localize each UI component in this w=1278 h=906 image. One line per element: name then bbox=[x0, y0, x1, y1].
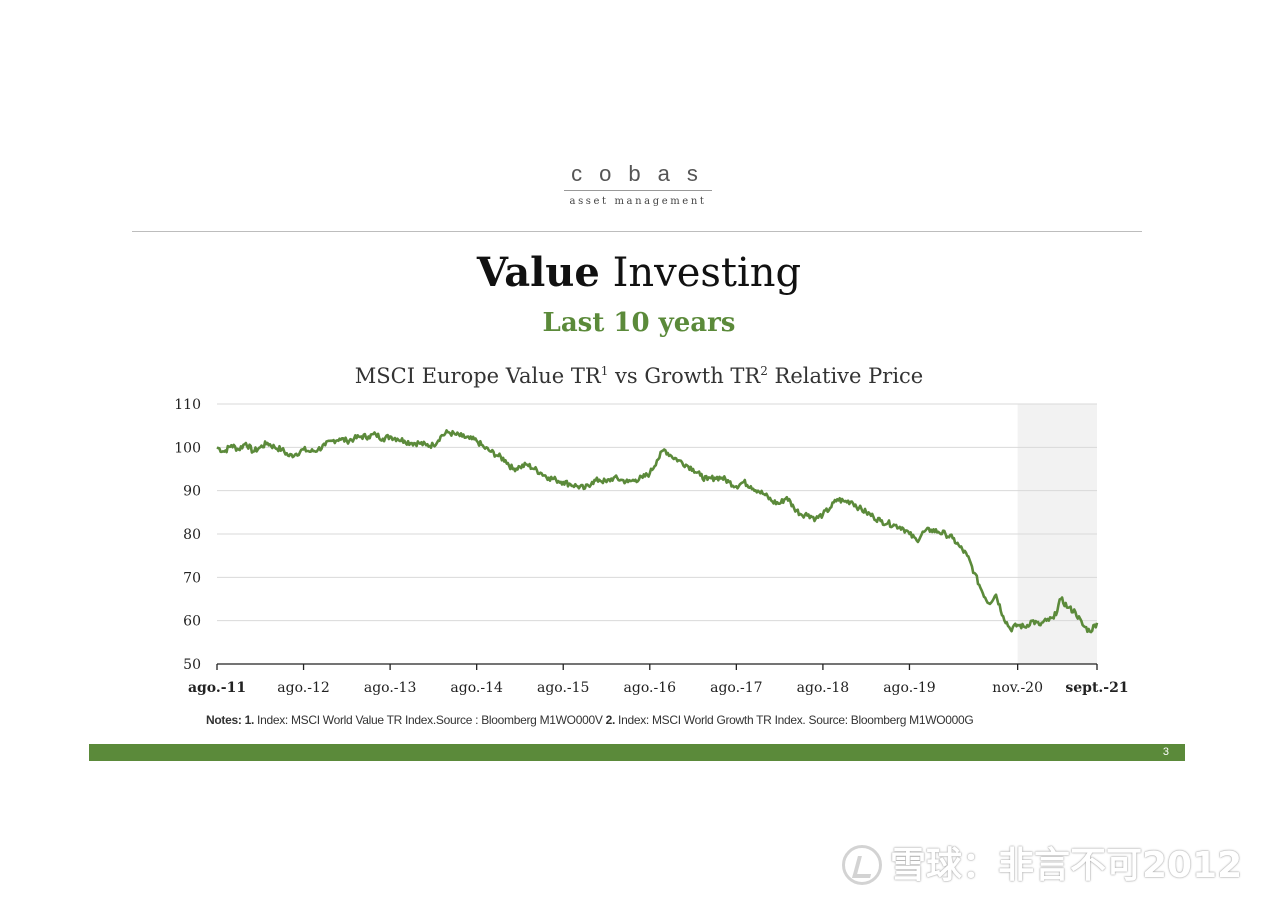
company-logo: cobas asset management bbox=[560, 160, 716, 209]
footer-bar: 3 bbox=[89, 744, 1185, 761]
page-title-bold: Value bbox=[476, 249, 600, 296]
page-number: 3 bbox=[1162, 746, 1169, 758]
x-tick-label-3: ago.-14 bbox=[450, 680, 503, 696]
chart-title-sup2: 2 bbox=[760, 364, 768, 378]
page-title: Value Investing bbox=[0, 248, 1278, 298]
x-tick-label-10: sept.-21 bbox=[1065, 680, 1128, 696]
note-2-number: 2. bbox=[605, 713, 616, 727]
x-tick-label-0: ago.-11 bbox=[188, 680, 246, 696]
y-tick-label-80: 80 bbox=[183, 527, 201, 543]
chart-title-part2: vs Growth TR bbox=[608, 364, 761, 388]
chart-title-part3: Relative Price bbox=[767, 364, 924, 388]
note-1-text: Index: MSCI World Value TR Index.Source … bbox=[254, 713, 606, 727]
snowball-logo-icon bbox=[842, 845, 882, 885]
notes-label: Notes: bbox=[206, 713, 242, 727]
line-chart: 50 60 70 80 90 100 110 ago.-11 ago.-12 ago.-13 ago… bbox=[174, 397, 1128, 696]
x-tick-label-4: ago.-15 bbox=[537, 680, 590, 696]
note-1-number: 1. bbox=[244, 713, 255, 727]
chart-title: MSCI Europe Value TR1 vs Growth TR2 Rela… bbox=[0, 357, 1278, 390]
x-tick-label-9: nov.-20 bbox=[992, 680, 1043, 696]
x-tick-label-5: ago.-16 bbox=[624, 680, 677, 696]
chart-title-part1: MSCI Europe Value TR bbox=[354, 364, 601, 388]
x-tick-label-1: ago.-12 bbox=[277, 680, 330, 696]
page-title-light: Investing bbox=[612, 250, 802, 296]
logo-rule bbox=[564, 190, 712, 191]
page-subtitle: Last 10 years bbox=[542, 308, 736, 338]
watermark-text: 雪球：非言不可2012 bbox=[890, 845, 1243, 886]
y-tick-label-110: 110 bbox=[174, 397, 201, 413]
x-tick-label-8: ago.-19 bbox=[883, 680, 936, 696]
y-tick-label-70: 70 bbox=[183, 570, 201, 586]
y-tick-label-60: 60 bbox=[183, 614, 201, 630]
header-divider bbox=[132, 231, 1142, 232]
watermark: 雪球：非言不可2012 bbox=[842, 844, 1242, 888]
y-tick-label-90: 90 bbox=[183, 484, 201, 500]
y-tick-label-100: 100 bbox=[174, 440, 201, 456]
logo-tagline: asset management bbox=[569, 196, 707, 207]
y-tick-label-50: 50 bbox=[183, 657, 201, 673]
x-tick-label-6: ago.-17 bbox=[710, 680, 763, 696]
logo-wordmark: cobas bbox=[571, 161, 715, 186]
x-tick-label-2: ago.-13 bbox=[364, 680, 417, 696]
chart-title-sup1: 1 bbox=[600, 364, 609, 378]
chart-notes: Notes: 1. Index: MSCI World Value TR Ind… bbox=[206, 712, 1106, 728]
x-tick-label-7: ago.-18 bbox=[797, 680, 850, 696]
note-2-text: Index: MSCI World Growth TR Index. Sourc… bbox=[615, 713, 974, 727]
series-line-0 bbox=[216, 429, 1099, 634]
